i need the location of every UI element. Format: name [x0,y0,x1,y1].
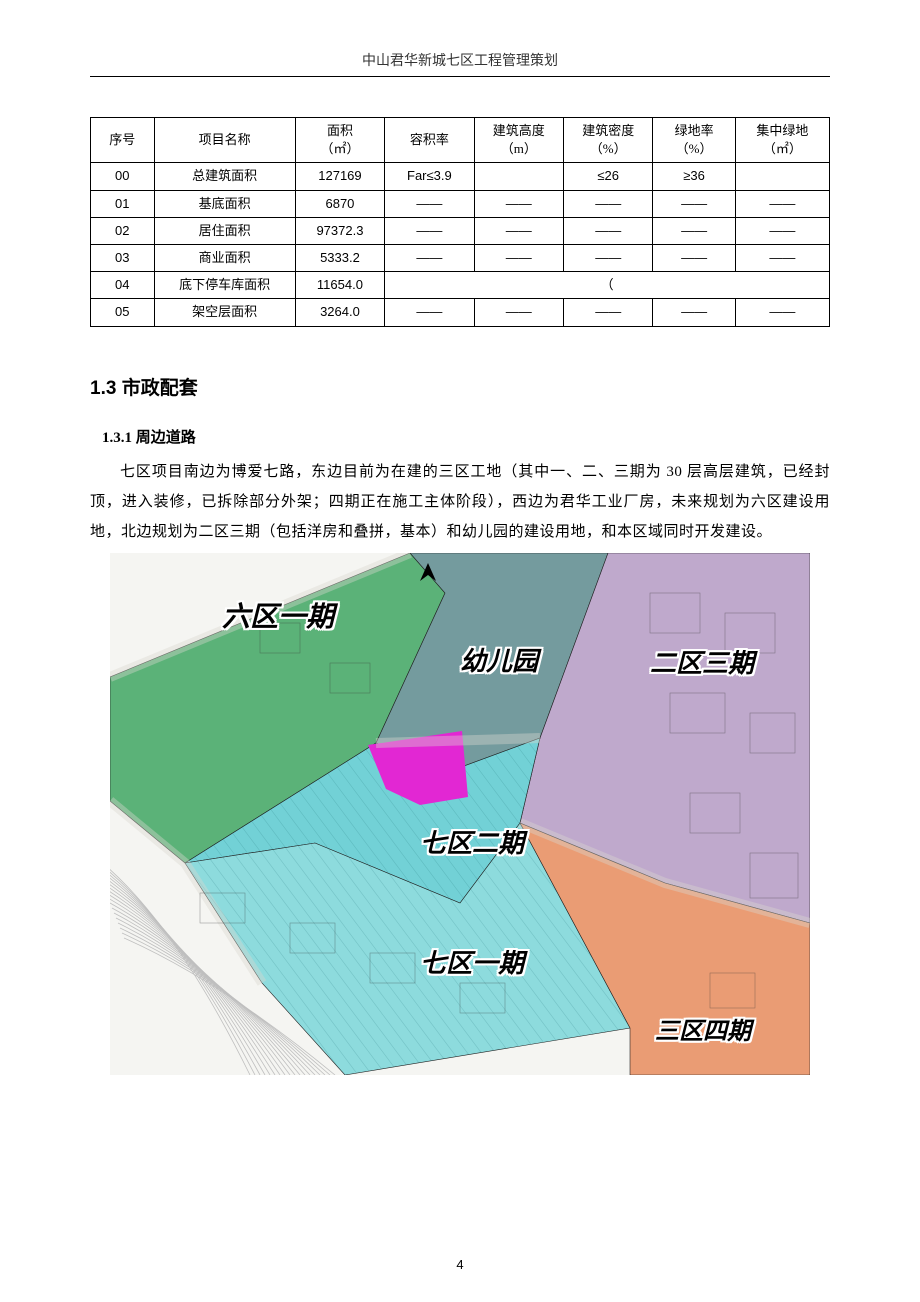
table-cell: 00 [91,163,155,190]
col-far: 容积率 [385,118,474,163]
table-cell: —— [653,299,735,326]
project-data-table: 序号 项目名称 面积 （㎡） 容积率 建筑高度 （m） 建筑密度 （%） 绿地率 [90,117,830,327]
table-cell [474,163,563,190]
table-cell: （ [385,272,830,299]
table-cell: 基底面积 [154,190,295,217]
table-cell: —— [385,299,474,326]
table-cell: 居住面积 [154,217,295,244]
page-number: 4 [0,1257,920,1272]
table-cell: 03 [91,244,155,271]
table-cell: —— [735,217,829,244]
col-height: 建筑高度 （m） [474,118,563,163]
table-cell: 5333.2 [295,244,384,271]
table-row: 00总建筑面积127169Far≤3.9 ≤26≥36 [91,163,830,190]
map-zone-label: 二区三期 [650,643,754,680]
table-cell: 底下停车库面积 [154,272,295,299]
table-cell: 04 [91,272,155,299]
paragraph-body: 七区项目南边为博爱七路，东边目前为在建的三区工地（其中一、二、三期为 30 层高… [90,457,830,547]
table-cell: —— [474,299,563,326]
table-cell: 11654.0 [295,272,384,299]
col-density: 建筑密度 （%） [564,118,653,163]
table-cell: 3264.0 [295,299,384,326]
sub-heading: 1.3.1 周边道路 [102,426,830,447]
table-cell: —— [385,244,474,271]
table-row: 01基底面积6870—————————— [91,190,830,217]
table-cell: 01 [91,190,155,217]
table-cell: —— [653,190,735,217]
table-cell: —— [564,217,653,244]
table-cell: —— [653,244,735,271]
site-map: 六区一期幼儿园 二区三期七区二期七区一期三区四期 [110,553,810,1075]
table-row: 02居住面积97372.3—————————— [91,217,830,244]
table-cell: —— [474,217,563,244]
table-cell: Far≤3.9 [385,163,474,190]
table-row: 04底下停车库面积11654.0（ [91,272,830,299]
table-cell: —— [735,299,829,326]
table-cell: —— [474,190,563,217]
map-zone-label: 六区一期 [222,595,334,635]
col-cgreen: 集中绿地 （㎡） [735,118,829,163]
map-zone-label: 七区一期 [420,943,524,980]
table-cell: 总建筑面积 [154,163,295,190]
header-underline [90,76,830,77]
header-title: 中山君华新城七区工程管理策划 [362,54,558,69]
table-row: 05架空层面积3264.0—————————— [91,299,830,326]
table-cell: 127169 [295,163,384,190]
table-cell: —— [564,190,653,217]
table-row: 03商业面积5333.2—————————— [91,244,830,271]
map-zone-label: 七区二期 [420,823,524,860]
table-header-row: 序号 项目名称 面积 （㎡） 容积率 建筑高度 （m） 建筑密度 （%） 绿地率 [91,118,830,163]
table-cell: —— [735,244,829,271]
table-cell: —— [385,217,474,244]
table-cell: 商业面积 [154,244,295,271]
col-seq: 序号 [91,118,155,163]
section-heading: 1.3 市政配套 [90,373,830,400]
table-cell: 6870 [295,190,384,217]
table-cell: —— [385,190,474,217]
table-body: 00总建筑面积127169Far≤3.9≤26≥3601基底面积6870————… [91,163,830,326]
col-area: 面积 （㎡） [295,118,384,163]
map-zone-label: 三区四期 [655,1011,751,1046]
table-cell: —— [564,299,653,326]
table-cell [735,163,829,190]
table-cell: —— [735,190,829,217]
table-cell: 97372.3 [295,217,384,244]
table-cell: —— [474,244,563,271]
table-cell: —— [653,217,735,244]
map-zone-label: 幼儿园 [460,641,538,678]
col-name: 项目名称 [154,118,295,163]
page-header: 中山君华新城七区工程管理策划 [90,50,830,76]
map-svg [110,553,810,1075]
table-cell: ≥36 [653,163,735,190]
table-cell: ≤26 [564,163,653,190]
table-cell: 02 [91,217,155,244]
col-green: 绿地率 （%） [653,118,735,163]
table-cell: 05 [91,299,155,326]
table-cell: 架空层面积 [154,299,295,326]
table-cell: —— [564,244,653,271]
